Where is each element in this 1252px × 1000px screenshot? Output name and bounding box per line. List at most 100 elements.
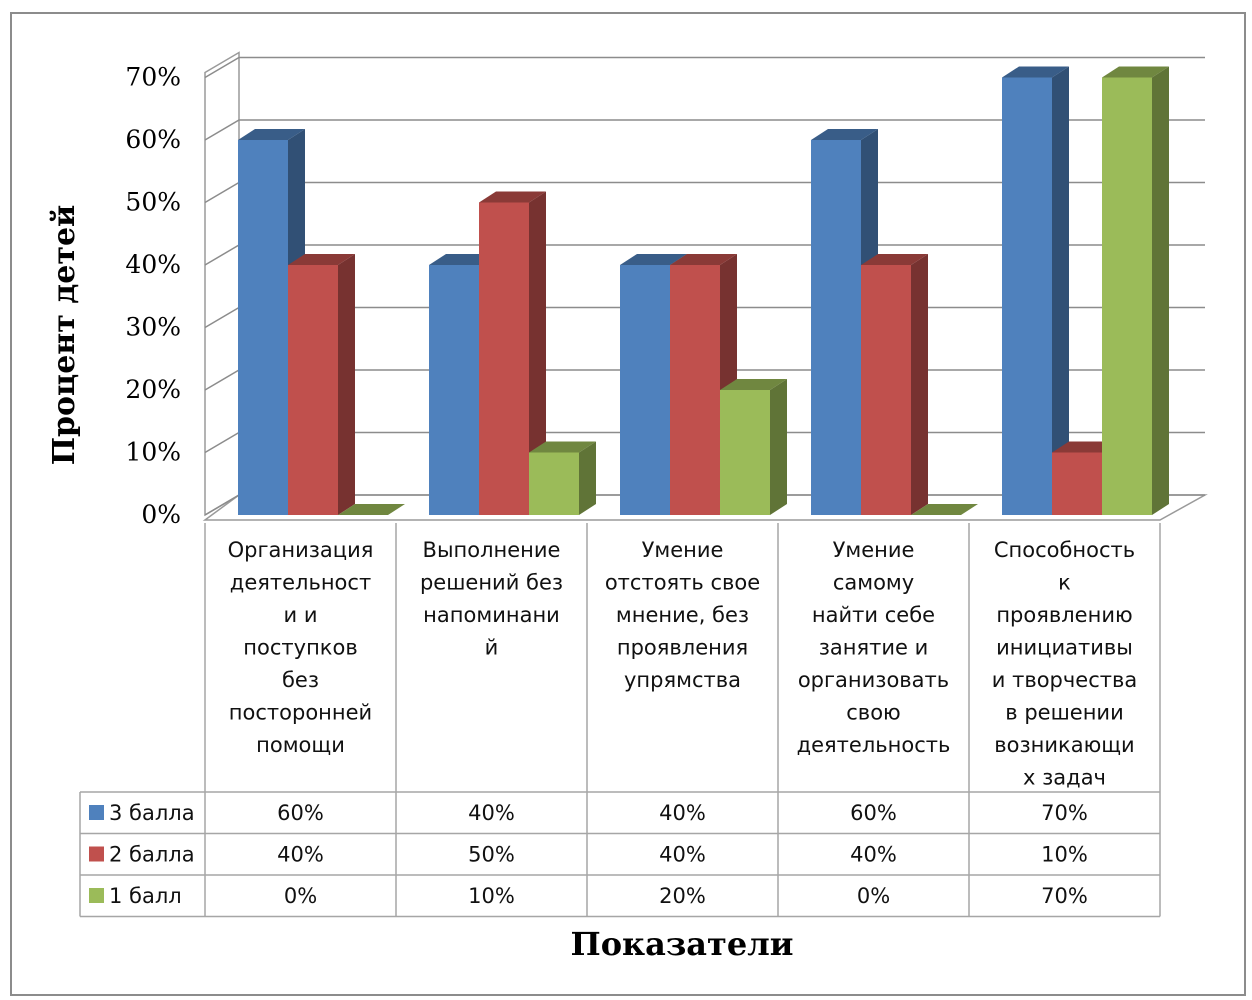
category-label-line: проявлению [996, 603, 1132, 627]
category-label-line: свою [846, 701, 900, 725]
bar-front [429, 265, 479, 515]
bar-top [720, 379, 787, 390]
bar-top [288, 254, 355, 265]
category-label-line: занятие и [819, 636, 929, 660]
data-label: 0% [857, 884, 890, 908]
bar [1002, 66, 1069, 515]
data-label: 40% [850, 843, 897, 867]
data-label: 70% [1041, 801, 1088, 825]
bar-front [238, 140, 288, 515]
bar [1102, 66, 1169, 515]
bar-side [770, 379, 787, 515]
table-row: 2 балла 40% 50% 40% 40% 10% [89, 843, 1088, 867]
gridline [204, 119, 1205, 141]
category-label-line: деятельность [797, 733, 951, 757]
data-label: 60% [277, 801, 324, 825]
bar-front [720, 390, 770, 515]
bar-top [479, 191, 546, 203]
bar-top [861, 254, 928, 265]
bar-top [1102, 66, 1169, 78]
bar-side [529, 191, 546, 515]
table-row: 3 балла 60% 40% 40% 60% 70% [89, 801, 1088, 825]
category-label-line: посторонней [229, 701, 372, 725]
bar-side [911, 254, 928, 515]
bar-side [579, 441, 596, 515]
category-label-line: й [485, 636, 499, 660]
y-tick-label: 10% [125, 438, 181, 467]
bar-front [479, 202, 529, 515]
table-row: 1 балл 0% 10% 20% 0% 70% [89, 884, 1088, 908]
category-label-line: мнение, без [616, 603, 749, 627]
category-label-line: инициативы [996, 636, 1133, 660]
y-tick-label: 50% [125, 188, 181, 217]
bar [720, 379, 787, 515]
bar-top [811, 129, 878, 140]
data-label: 70% [1041, 884, 1088, 908]
data-table: Организация деятельност и и поступков без пос… [79, 523, 1161, 918]
data-label: 10% [1041, 843, 1088, 867]
bar-top [338, 504, 405, 515]
data-label: 40% [659, 843, 706, 867]
bar-side [1152, 66, 1169, 515]
bar-front [861, 265, 911, 515]
bar-top [620, 254, 687, 265]
legend-swatch [89, 805, 104, 820]
bar-top [911, 504, 978, 515]
bars [238, 66, 1169, 515]
category-label-line: напоминани [423, 603, 560, 627]
data-label: 0% [284, 884, 317, 908]
y-tick-label: 30% [125, 313, 181, 342]
bar [911, 504, 978, 515]
category-label-line: возникающи [994, 733, 1134, 757]
bar-front [1102, 77, 1152, 515]
category-label-line: и и [284, 603, 318, 627]
category-label-line: Способность [994, 538, 1135, 562]
category-label-line: Организация [228, 538, 374, 562]
category-label: Организация деятельност и и поступков без пос… [228, 538, 374, 757]
category-label-line: к [1058, 571, 1071, 595]
legend-label: 2 балла [109, 843, 195, 867]
category-label-line: решений без [420, 571, 563, 595]
category-label-line: организовать [798, 668, 949, 692]
y-axis-ticks: 0% 10% 20% 30% 40% 50% 60% 70% [125, 63, 181, 530]
category-label: Выполнение решений без напоминани й [420, 538, 563, 660]
bar [529, 441, 596, 515]
bar-front [1002, 77, 1052, 515]
bar [288, 254, 355, 515]
bar-front [620, 265, 670, 515]
bar-top [529, 441, 596, 453]
legend-label: 3 балла [109, 801, 195, 825]
data-label: 40% [468, 801, 515, 825]
category-label-line: деятельност [230, 571, 371, 595]
bar-front [811, 140, 861, 515]
bar-front [670, 265, 720, 515]
y-tick-label: 70% [125, 63, 181, 92]
y-axis-label: Процент детей [47, 205, 82, 466]
category-label-line: в решении [1005, 701, 1123, 725]
data-label: 10% [468, 884, 515, 908]
category-label-line: и творчества [992, 668, 1137, 692]
gridline [204, 56, 1205, 79]
category-label-line: отстоять свое [605, 571, 760, 595]
category-label-line: помощи [256, 733, 345, 757]
category-label-line: самому [833, 571, 914, 595]
side-wall [204, 51, 240, 517]
bar-side [338, 254, 355, 515]
bar [479, 191, 546, 515]
category-label-line: без [282, 668, 319, 692]
bar-front [288, 265, 338, 515]
bar-top [238, 129, 305, 140]
y-tick-label: 60% [125, 125, 181, 154]
category-label-line: Умение [642, 538, 724, 562]
category-label-line: Умение [833, 538, 915, 562]
data-label: 20% [659, 884, 706, 908]
category-label-line: х задач [1023, 766, 1106, 790]
category-label-line: найти себе [812, 603, 935, 627]
y-tick-label: 20% [125, 375, 181, 404]
category-label-line: поступков [243, 636, 357, 660]
bar [861, 254, 928, 515]
category-label: Умение самому найти себе занятие и организов… [797, 538, 951, 757]
category-label-line: упрямства [624, 668, 741, 692]
bar [338, 504, 405, 515]
